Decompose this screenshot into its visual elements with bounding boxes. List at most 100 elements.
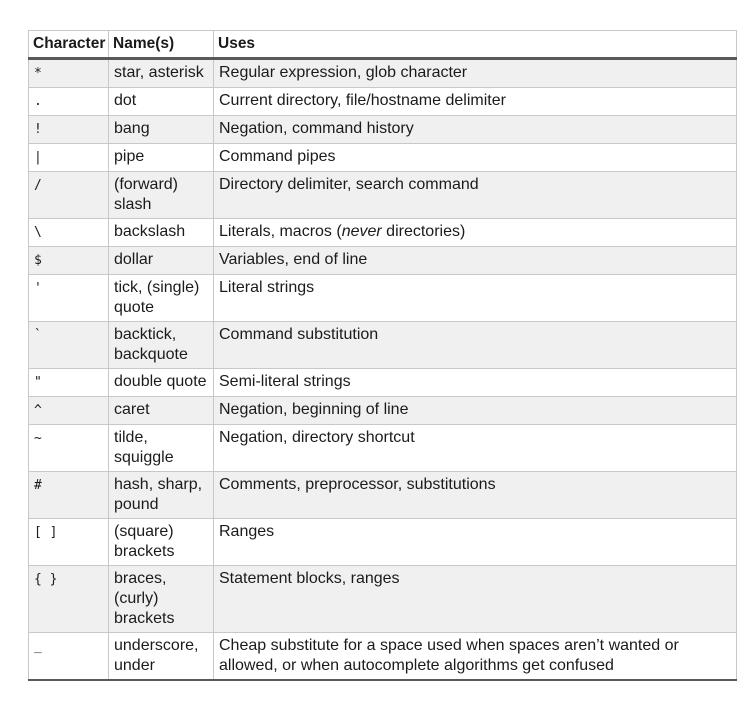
col-header-names: Name(s) bbox=[108, 30, 214, 60]
col-header-uses: Uses bbox=[213, 30, 737, 60]
character-cell: \ bbox=[28, 218, 109, 247]
character-cell: _ bbox=[28, 632, 109, 681]
uses-text: Comments, preprocessor, substitutions bbox=[219, 476, 496, 493]
uses-cell: Cheap substitute for a space used when s… bbox=[213, 632, 737, 681]
names-cell: tilde, squiggle bbox=[108, 424, 214, 472]
character-cell: " bbox=[28, 368, 109, 397]
table-row: [ ] (square) brackets Ranges bbox=[28, 518, 737, 566]
uses-text: Statement blocks, ranges bbox=[219, 570, 400, 587]
names-text: braces, (curly) brackets bbox=[114, 570, 175, 627]
table-row: ` backtick, backquote Command substituti… bbox=[28, 321, 737, 369]
uses-cell: Negation, command history bbox=[213, 115, 737, 144]
names-text: pipe bbox=[114, 148, 145, 165]
names-cell: dollar bbox=[108, 246, 214, 275]
uses-cell: Negation, beginning of line bbox=[213, 396, 737, 425]
names-text: (forward) slash bbox=[114, 176, 179, 213]
uses-text: Cheap substitute for a space used when s… bbox=[219, 637, 679, 674]
table-row: . dot Current directory, file/hostname d… bbox=[28, 87, 737, 116]
character-glyph: # bbox=[34, 478, 42, 493]
uses-emphasis: never bbox=[341, 223, 382, 240]
character-glyph: _ bbox=[34, 639, 42, 654]
character-glyph: / bbox=[34, 178, 42, 193]
names-cell: caret bbox=[108, 396, 214, 425]
uses-text: Command pipes bbox=[219, 148, 336, 165]
character-cell: / bbox=[28, 171, 109, 219]
names-cell: (square) brackets bbox=[108, 518, 214, 566]
table-row: ' tick, (single) quote Literal strings bbox=[28, 274, 737, 322]
uses-cell: Current directory, file/hostname delimit… bbox=[213, 87, 737, 116]
character-glyph: ! bbox=[34, 122, 42, 137]
uses-cell: Literal strings bbox=[213, 274, 737, 322]
character-glyph: \ bbox=[34, 225, 42, 240]
names-text: backslash bbox=[114, 223, 186, 240]
table-row: * star, asterisk Regular expression, glo… bbox=[28, 58, 737, 88]
uses-cell: Statement blocks, ranges bbox=[213, 565, 737, 633]
names-text: tilde, squiggle bbox=[114, 429, 174, 466]
table-row: $ dollar Variables, end of line bbox=[28, 246, 737, 275]
character-cell: ^ bbox=[28, 396, 109, 425]
table-row: { } braces, (curly) brackets Statement b… bbox=[28, 565, 737, 633]
uses-text: Ranges bbox=[219, 523, 275, 540]
names-text: underscore, under bbox=[114, 637, 199, 674]
table-row: ^ caret Negation, beginning of line bbox=[28, 396, 737, 425]
names-cell: dot bbox=[108, 87, 214, 116]
character-glyph: ~ bbox=[34, 431, 42, 446]
uses-cell: Command pipes bbox=[213, 143, 737, 172]
uses-cell: Regular expression, glob character bbox=[213, 58, 737, 88]
names-cell: tick, (single) quote bbox=[108, 274, 214, 322]
character-glyph: * bbox=[34, 66, 42, 81]
character-cell: . bbox=[28, 87, 109, 116]
uses-cell: Comments, preprocessor, substitutions bbox=[213, 471, 737, 519]
names-text: bang bbox=[114, 120, 150, 137]
uses-text: Literals, macros ( bbox=[219, 223, 342, 240]
names-cell: (forward) slash bbox=[108, 171, 214, 219]
names-cell: underscore, under bbox=[108, 632, 214, 681]
uses-text: Negation, directory shortcut bbox=[219, 429, 415, 446]
uses-text: Current directory, file/hostname delimit… bbox=[219, 92, 506, 109]
character-glyph: " bbox=[34, 375, 42, 390]
character-cell: ! bbox=[28, 115, 109, 144]
uses-cell: Command substitution bbox=[213, 321, 737, 369]
names-cell: braces, (curly) brackets bbox=[108, 565, 214, 633]
names-text: (square) brackets bbox=[114, 523, 175, 560]
names-cell: pipe bbox=[108, 143, 214, 172]
uses-text: Variables, end of line bbox=[219, 251, 368, 268]
uses-cell: Literals, macros (never directories) bbox=[213, 218, 737, 247]
names-text: backtick, backquote bbox=[114, 326, 188, 363]
table-row: # hash, sharp, pound Comments, preproces… bbox=[28, 471, 737, 519]
character-glyph: . bbox=[34, 94, 42, 109]
uses-cell: Ranges bbox=[213, 518, 737, 566]
uses-text: Literal strings bbox=[219, 279, 315, 296]
character-glyph: | bbox=[34, 150, 42, 165]
character-glyph: $ bbox=[34, 253, 42, 268]
names-cell: backtick, backquote bbox=[108, 321, 214, 369]
special-characters-table: Character Name(s) Uses * star, asterisk … bbox=[28, 30, 737, 681]
character-cell: ' bbox=[28, 274, 109, 322]
uses-cell: Variables, end of line bbox=[213, 246, 737, 275]
uses-text: Negation, command history bbox=[219, 120, 414, 137]
table-row: \ backslash Literals, macros (never dire… bbox=[28, 218, 737, 247]
uses-text: Negation, beginning of line bbox=[219, 401, 409, 418]
table-row: ~ tilde, squiggle Negation, directory sh… bbox=[28, 424, 737, 472]
names-cell: double quote bbox=[108, 368, 214, 397]
uses-cell: Semi-literal strings bbox=[213, 368, 737, 397]
table-row: _ underscore, under Cheap substitute for… bbox=[28, 632, 737, 681]
names-text: double quote bbox=[114, 373, 207, 390]
table-row: " double quote Semi-literal strings bbox=[28, 368, 737, 397]
names-text: dot bbox=[114, 92, 137, 109]
character-glyph: { } bbox=[34, 572, 58, 587]
names-cell: star, asterisk bbox=[108, 58, 214, 88]
uses-text: Regular expression, glob character bbox=[219, 64, 468, 81]
names-cell: hash, sharp, pound bbox=[108, 471, 214, 519]
character-cell: [ ] bbox=[28, 518, 109, 566]
names-text: caret bbox=[114, 401, 150, 418]
uses-cell: Directory delimiter, search command bbox=[213, 171, 737, 219]
names-text: dollar bbox=[114, 251, 154, 268]
table-body: * star, asterisk Regular expression, glo… bbox=[28, 58, 737, 681]
uses-text: Directory delimiter, search command bbox=[219, 176, 479, 193]
character-cell: * bbox=[28, 58, 109, 88]
uses-text: Semi-literal strings bbox=[219, 373, 351, 390]
character-cell: | bbox=[28, 143, 109, 172]
character-cell: { } bbox=[28, 565, 109, 633]
character-cell: ` bbox=[28, 321, 109, 369]
